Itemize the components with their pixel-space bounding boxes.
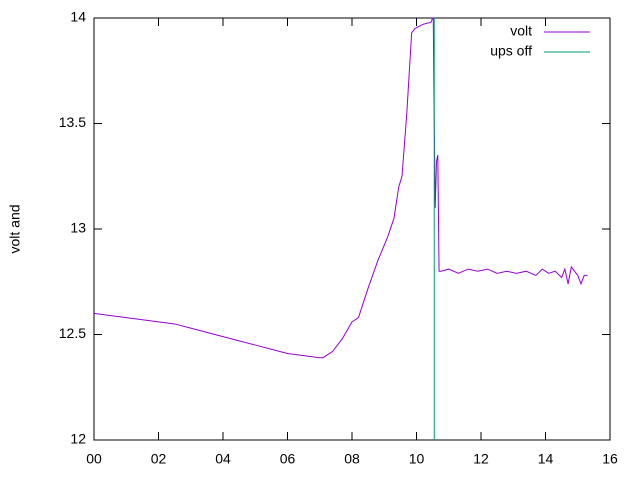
x-tick-label: 00 [86, 451, 102, 467]
y-tick-label: 12 [70, 431, 86, 447]
plot-border [93, 17, 611, 441]
x-tick-label: 04 [215, 451, 231, 467]
legend-label: ups off [490, 43, 532, 59]
y-axis-label: volt and [7, 204, 23, 253]
y-tick-label: 12.5 [59, 325, 86, 341]
x-tick-label: 12 [473, 451, 489, 467]
x-tick-label: 02 [151, 451, 167, 467]
series-line [93, 17, 588, 359]
legend-label: volt [510, 23, 532, 39]
y-tick-label: 13.5 [59, 114, 86, 130]
y-tick-label: 14 [70, 9, 86, 25]
y-tick-label: 13 [70, 220, 86, 236]
x-tick-label: 08 [344, 451, 360, 467]
x-tick-label: 14 [538, 451, 554, 467]
x-tick-label: 06 [280, 451, 296, 467]
x-tick-label: 10 [409, 451, 425, 467]
x-tick-label: 16 [602, 451, 618, 467]
